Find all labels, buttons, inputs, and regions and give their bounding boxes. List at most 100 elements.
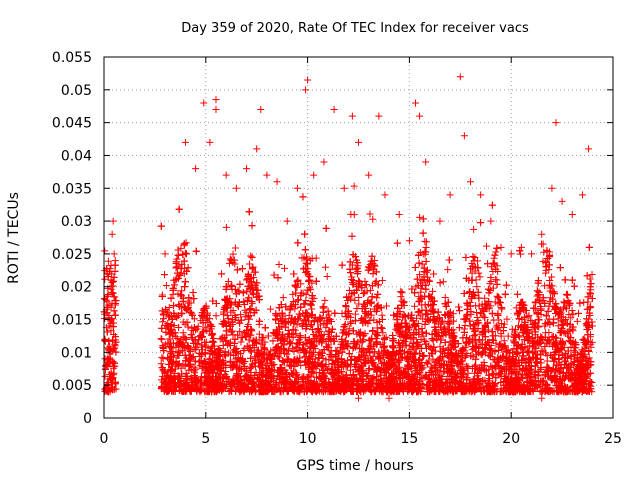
data-point — [554, 322, 562, 330]
data-point — [250, 268, 258, 276]
data-point — [246, 260, 254, 268]
data-point — [441, 294, 449, 302]
data-point — [284, 356, 292, 364]
data-point — [286, 362, 294, 370]
data-point — [562, 305, 570, 313]
data-point — [323, 273, 331, 281]
data-point — [289, 290, 297, 298]
data-point — [569, 327, 577, 335]
data-point — [355, 293, 363, 301]
data-point — [586, 289, 594, 297]
data-point — [325, 311, 333, 319]
data-point — [172, 333, 180, 341]
data-point — [543, 247, 551, 255]
data-point — [321, 296, 329, 304]
data-point — [289, 344, 297, 352]
data-point — [247, 252, 255, 260]
data-point — [378, 311, 386, 319]
data-point — [172, 343, 180, 351]
data-point — [487, 353, 495, 361]
data-point — [411, 302, 419, 310]
data-point — [302, 297, 310, 305]
data-point — [351, 296, 359, 304]
data-point — [416, 213, 424, 221]
data-point — [107, 327, 115, 335]
data-point — [418, 260, 426, 268]
data-point — [101, 247, 109, 255]
data-point — [101, 275, 109, 283]
data-point — [201, 323, 209, 331]
data-point — [588, 338, 596, 346]
data-point — [302, 290, 310, 298]
data-point — [226, 357, 234, 365]
data-point — [379, 329, 387, 337]
data-point — [293, 321, 301, 329]
data-point — [158, 335, 166, 343]
data-point — [573, 317, 581, 325]
data-point — [373, 294, 381, 302]
data-point — [222, 223, 230, 231]
data-point — [444, 266, 452, 274]
data-point — [429, 337, 437, 345]
data-point — [490, 254, 498, 262]
data-point — [417, 288, 425, 296]
data-point — [437, 319, 445, 327]
data-point — [500, 320, 508, 328]
data-point — [281, 264, 289, 272]
data-point — [535, 323, 543, 331]
data-point — [423, 359, 431, 367]
data-point — [279, 356, 287, 364]
data-point — [529, 321, 537, 329]
data-point — [229, 306, 237, 314]
data-point — [236, 327, 244, 335]
data-point — [445, 320, 453, 328]
data-point — [421, 337, 429, 345]
data-point — [493, 321, 501, 329]
data-point — [224, 278, 232, 286]
data-point — [448, 361, 456, 369]
data-point — [222, 337, 230, 345]
data-point — [429, 287, 437, 295]
data-point — [229, 250, 237, 258]
data-point — [312, 254, 320, 262]
data-point — [486, 374, 494, 382]
data-point — [226, 255, 234, 263]
data-point — [532, 358, 540, 366]
data-point — [470, 332, 478, 340]
data-point — [159, 318, 167, 326]
data-point — [482, 242, 490, 250]
data-point — [492, 248, 500, 256]
data-point — [225, 259, 233, 267]
data-point — [345, 325, 353, 333]
data-point — [560, 298, 568, 306]
data-point — [476, 273, 484, 281]
data-point — [177, 244, 185, 252]
data-point — [396, 363, 404, 371]
data-point — [588, 271, 596, 279]
data-point — [542, 269, 550, 277]
data-point — [564, 290, 572, 298]
data-point — [159, 372, 167, 380]
data-point — [104, 284, 112, 292]
data-point — [165, 304, 173, 312]
data-point — [275, 260, 283, 268]
data-point — [307, 322, 315, 330]
data-point — [473, 313, 481, 321]
data-point — [366, 336, 374, 344]
data-point — [350, 182, 358, 190]
data-point — [104, 290, 112, 298]
data-point — [223, 312, 231, 320]
data-point — [565, 337, 573, 345]
data-point — [165, 335, 173, 343]
data-point — [369, 215, 377, 223]
data-point — [497, 332, 505, 340]
data-point — [540, 248, 548, 256]
data-point — [342, 301, 350, 309]
data-point — [513, 349, 521, 357]
data-point — [504, 332, 512, 340]
data-point — [317, 321, 325, 329]
data-point — [247, 326, 255, 334]
data-point — [473, 283, 481, 291]
data-point — [246, 305, 254, 313]
